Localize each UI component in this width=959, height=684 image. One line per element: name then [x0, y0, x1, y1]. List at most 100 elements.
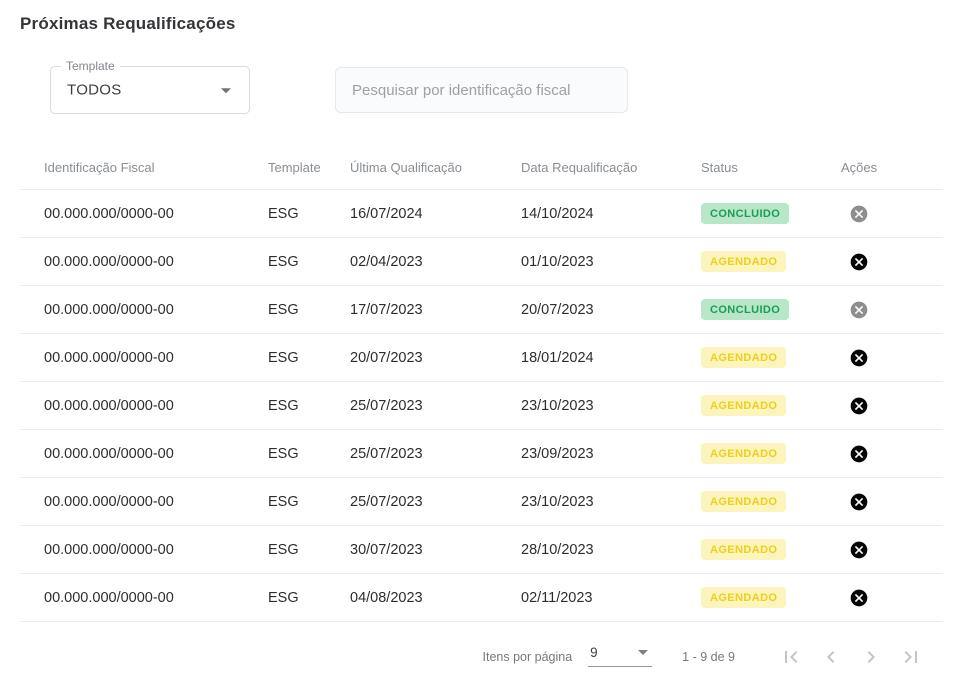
chevron-right-icon: [867, 651, 875, 663]
cancel-button[interactable]: [849, 396, 869, 416]
fiscal-id-cell: 00.000.000/0000-00: [44, 253, 174, 270]
requalification-date-cell: 01/10/2023: [521, 253, 594, 270]
template-cell: ESG: [268, 253, 299, 270]
table-header-row: Identificação Fiscal Template Última Qua…: [20, 145, 943, 189]
page-range-label: 1 - 9 de 9: [682, 650, 735, 664]
requalification-date-cell: 23/10/2023: [521, 397, 594, 414]
table-row: 00.000.000/0000-00 ESG 02/04/2023 01/10/…: [20, 237, 943, 285]
last-qualification-cell: 16/07/2024: [350, 205, 423, 222]
requalification-date-cell: 18/01/2024: [521, 349, 594, 366]
status-cell: AGENDADO: [701, 443, 841, 464]
requalification-date-cell: 14/10/2024: [521, 205, 594, 222]
fiscal-id-cell: 00.000.000/0000-00: [44, 589, 174, 606]
template-select[interactable]: Template TODOS: [50, 59, 250, 114]
last-qualification-cell: 25/07/2023: [350, 397, 423, 414]
column-header-last-qualification: Última Qualificação: [350, 159, 462, 175]
cancel-icon: [850, 205, 868, 222]
requalifications-table: Identificação Fiscal Template Última Qua…: [20, 145, 943, 622]
status-badge: AGENDADO: [701, 587, 787, 608]
cancel-icon: [850, 541, 868, 558]
fiscal-id-cell: 00.000.000/0000-00: [44, 397, 174, 414]
cancel-icon: [850, 349, 868, 366]
last-qualification-cell: 25/07/2023: [350, 445, 423, 462]
requalification-date-cell: 20/07/2023: [521, 301, 594, 318]
status-cell: AGENDADO: [701, 395, 841, 416]
last-page-icon: [904, 651, 917, 663]
first-page-icon: [785, 651, 798, 663]
fiscal-id-cell: 00.000.000/0000-00: [44, 493, 174, 510]
last-qualification-cell: 25/07/2023: [350, 493, 423, 510]
actions-cell: [841, 444, 943, 464]
last-qualification-cell: 02/04/2023: [350, 253, 423, 270]
actions-cell: [841, 540, 943, 560]
table-row: 00.000.000/0000-00 ESG 16/07/2024 14/10/…: [20, 189, 943, 237]
status-badge: AGENDADO: [701, 347, 787, 368]
cancel-button[interactable]: [849, 588, 869, 608]
items-per-page-select[interactable]: 9: [588, 646, 653, 667]
template-cell: ESG: [268, 541, 299, 558]
last-qualification-cell: 17/07/2023: [350, 301, 423, 318]
table-row: 00.000.000/0000-00 ESG 17/07/2023 20/07/…: [20, 285, 943, 333]
last-qualification-cell: 04/08/2023: [350, 589, 423, 606]
template-cell: ESG: [268, 589, 299, 606]
actions-cell: [841, 588, 943, 608]
column-header-requalification-date: Data Requalificação: [521, 159, 638, 175]
cancel-icon: [850, 589, 868, 606]
table-row: 00.000.000/0000-00 ESG 20/07/2023 18/01/…: [20, 333, 943, 381]
table-row: 00.000.000/0000-00 ESG 30/07/2023 28/10/…: [20, 525, 943, 573]
last-page-button[interactable]: [899, 645, 923, 669]
fiscal-id-cell: 00.000.000/0000-00: [44, 205, 174, 222]
status-cell: AGENDADO: [701, 539, 841, 560]
template-cell: ESG: [268, 493, 299, 510]
column-header-status: Status: [701, 159, 738, 175]
status-cell: AGENDADO: [701, 587, 841, 608]
fiscal-id-cell: 00.000.000/0000-00: [44, 445, 174, 462]
template-select-label: Template: [61, 59, 120, 73]
column-header-fiscal-id: Identificação Fiscal: [44, 159, 155, 175]
cancel-icon: [850, 493, 868, 510]
fiscal-id-cell: 00.000.000/0000-00: [44, 301, 174, 318]
chevron-left-icon: [827, 651, 835, 663]
cancel-icon: [850, 301, 868, 318]
column-header-actions: Ações: [841, 159, 878, 175]
status-cell: CONCLUIDO: [701, 299, 841, 320]
actions-cell: [841, 300, 943, 320]
last-qualification-cell: 20/07/2023: [350, 349, 423, 366]
table-body: 00.000.000/0000-00 ESG 16/07/2024 14/10/…: [20, 189, 943, 622]
fiscal-id-cell: 00.000.000/0000-00: [44, 541, 174, 558]
requalification-date-cell: 23/09/2023: [521, 445, 594, 462]
paginator: Itens por página 9 1 - 9 de 9: [483, 638, 931, 676]
template-cell: ESG: [268, 301, 299, 318]
first-page-button[interactable]: [779, 645, 803, 669]
items-per-page-label: Itens por página: [482, 650, 573, 664]
cancel-button[interactable]: [849, 444, 869, 464]
cancel-button[interactable]: [849, 492, 869, 512]
template-cell: ESG: [268, 397, 299, 414]
cancel-button[interactable]: [849, 540, 869, 560]
next-page-button[interactable]: [859, 645, 883, 669]
cancel-button[interactable]: [849, 300, 869, 320]
actions-cell: [841, 204, 943, 224]
cancel-icon: [850, 445, 868, 462]
table-row: 00.000.000/0000-00 ESG 04/08/2023 02/11/…: [20, 573, 943, 621]
table-row: 00.000.000/0000-00 ESG 25/07/2023 23/09/…: [20, 429, 943, 477]
template-cell: ESG: [268, 349, 299, 366]
cancel-button[interactable]: [849, 348, 869, 368]
previous-page-button[interactable]: [819, 645, 843, 669]
requalification-date-cell: 02/11/2023: [521, 589, 593, 606]
cancel-button[interactable]: [849, 204, 869, 224]
status-cell: AGENDADO: [701, 347, 841, 368]
search-input[interactable]: [336, 68, 627, 112]
cancel-button[interactable]: [849, 252, 869, 272]
status-badge: CONCLUIDO: [701, 203, 790, 224]
caret-down-icon: [221, 88, 231, 94]
status-badge: AGENDADO: [701, 491, 787, 512]
status-cell: AGENDADO: [701, 251, 841, 272]
last-qualification-cell: 30/07/2023: [350, 541, 423, 558]
status-badge: AGENDADO: [701, 395, 787, 416]
requalification-date-cell: 23/10/2023: [521, 493, 594, 510]
actions-cell: [841, 252, 943, 272]
cancel-icon: [850, 253, 868, 270]
search-field-container: [335, 67, 628, 113]
table-row: 00.000.000/0000-00 ESG 25/07/2023 23/10/…: [20, 477, 943, 525]
